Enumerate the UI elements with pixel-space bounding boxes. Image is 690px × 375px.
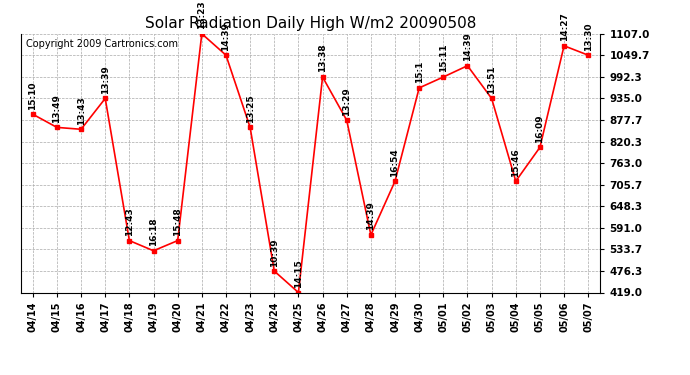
Title: Solar Radiation Daily High W/m2 20090508: Solar Radiation Daily High W/m2 20090508 [145, 16, 476, 31]
Text: 13:49: 13:49 [52, 94, 61, 123]
Text: 14:39: 14:39 [463, 32, 472, 61]
Text: 13:25: 13:25 [246, 94, 255, 123]
Text: Copyright 2009 Cartronics.com: Copyright 2009 Cartronics.com [26, 39, 179, 49]
Text: 15:11: 15:11 [439, 44, 448, 72]
Text: 15:10: 15:10 [28, 81, 37, 110]
Text: 15:46: 15:46 [511, 148, 520, 177]
Text: 14:27: 14:27 [560, 12, 569, 41]
Text: 16:54: 16:54 [391, 148, 400, 177]
Text: 15:1: 15:1 [415, 61, 424, 83]
Text: 10:39: 10:39 [270, 238, 279, 267]
Text: 14:15: 14:15 [294, 259, 303, 288]
Text: 13:39: 13:39 [101, 65, 110, 94]
Text: 13:30: 13:30 [584, 22, 593, 51]
Text: 13:51: 13:51 [487, 65, 496, 94]
Text: 16:18: 16:18 [149, 217, 158, 246]
Text: 13:38: 13:38 [318, 44, 327, 72]
Text: 16:09: 16:09 [535, 114, 544, 143]
Text: 12:43: 12:43 [125, 207, 134, 236]
Text: 13:29: 13:29 [342, 87, 351, 116]
Text: 14:39: 14:39 [366, 202, 375, 231]
Text: 13:23: 13:23 [197, 1, 206, 29]
Text: 13:43: 13:43 [77, 96, 86, 125]
Text: 14:39: 14:39 [221, 22, 230, 51]
Text: 15:48: 15:48 [173, 207, 182, 236]
